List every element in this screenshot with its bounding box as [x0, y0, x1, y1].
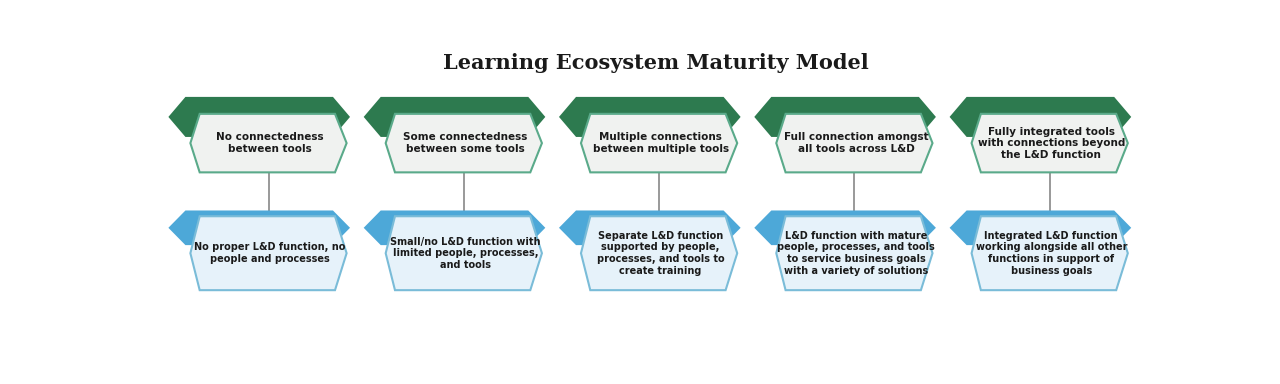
Polygon shape — [972, 216, 1128, 290]
Text: Separate L&D function
supported by people,
processes, and tools to
create traini: Separate L&D function supported by peopl… — [596, 231, 724, 276]
Text: Multiple connections
between multiple tools: Multiple connections between multiple to… — [593, 132, 728, 154]
Text: Fully integrated tools
with connections beyond
the L&D function: Fully integrated tools with connections … — [978, 126, 1125, 160]
Text: Some connectedness
between some tools: Some connectedness between some tools — [403, 132, 527, 154]
Polygon shape — [191, 216, 347, 290]
Polygon shape — [385, 216, 541, 290]
Polygon shape — [169, 97, 349, 137]
Polygon shape — [581, 114, 737, 172]
Text: Integrated L&D function
working alongside all other
functions in support of
busi: Integrated L&D function working alongsid… — [975, 231, 1126, 276]
Polygon shape — [776, 216, 933, 290]
Polygon shape — [754, 210, 936, 245]
Polygon shape — [385, 114, 541, 172]
Polygon shape — [950, 97, 1132, 137]
Text: L&D function with mature
people, processes, and tools
to service business goals
: L&D function with mature people, process… — [777, 231, 934, 276]
Polygon shape — [950, 210, 1132, 245]
Text: Full connection amongst
all tools across L&D: Full connection amongst all tools across… — [783, 132, 928, 154]
Text: No proper L&D function, no
people and processes: No proper L&D function, no people and pr… — [195, 242, 346, 264]
Polygon shape — [581, 216, 737, 290]
Polygon shape — [559, 210, 741, 245]
Polygon shape — [559, 97, 741, 137]
Polygon shape — [754, 97, 936, 137]
Polygon shape — [364, 97, 545, 137]
Polygon shape — [191, 114, 347, 172]
Text: Learning Ecosystem Maturity Model: Learning Ecosystem Maturity Model — [443, 53, 869, 73]
Polygon shape — [972, 114, 1128, 172]
Text: Small/no L&D function with
limited people, processes,
and tools: Small/no L&D function with limited peopl… — [390, 237, 540, 270]
Polygon shape — [169, 210, 349, 245]
Text: No connectedness
between tools: No connectedness between tools — [216, 132, 324, 154]
Polygon shape — [364, 210, 545, 245]
Polygon shape — [776, 114, 933, 172]
